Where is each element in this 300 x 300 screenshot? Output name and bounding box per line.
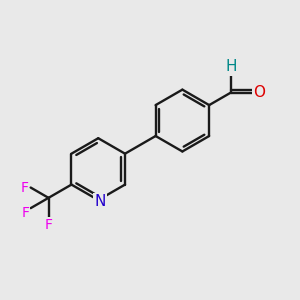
Text: O: O	[254, 85, 266, 100]
Text: H: H	[225, 59, 237, 74]
Text: N: N	[94, 194, 105, 209]
Text: F: F	[21, 206, 29, 220]
Text: F: F	[44, 218, 52, 232]
Text: F: F	[20, 181, 28, 194]
